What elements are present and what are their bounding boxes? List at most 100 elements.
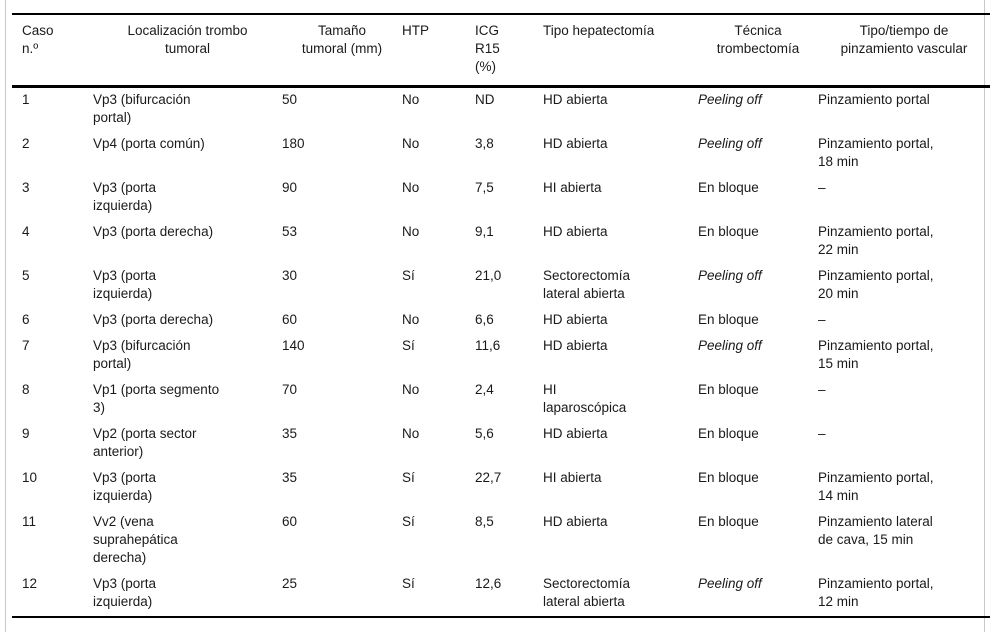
cell-hepatectomia: HI abierta	[543, 180, 602, 195]
cell-pinzamiento: –	[818, 426, 826, 441]
cell-tamano: 35	[282, 470, 298, 485]
cell-trombectomia: En bloque	[698, 470, 759, 485]
header-trombectomia: Técnica trombectomía	[716, 23, 800, 56]
cell-tamano: 180	[282, 136, 305, 151]
cell-trombectomia: Peeling off	[698, 268, 762, 283]
cell-hepatectomia: HD abierta	[543, 338, 608, 353]
cell-icg: 12,6	[475, 576, 502, 591]
cell-caso: 8	[22, 382, 30, 397]
cell-icg: 8,5	[475, 514, 494, 529]
table-row: 6 Vp3 (porta derecha) 60 No 6,6 HD abierta En …	[12, 308, 990, 334]
cell-localizacion: Vp3 (porta izquierda)	[93, 470, 157, 503]
cell-localizacion: Vp3 (porta izquierda)	[93, 268, 157, 301]
cell-hepatectomia: HD abierta	[543, 426, 608, 441]
cell-icg: 5,6	[475, 426, 494, 441]
cell-htp: Sí	[402, 268, 415, 283]
cell-htp: No	[402, 224, 420, 239]
cell-hepatectomia: Sectorectomía lateral abierta	[543, 268, 631, 301]
cell-icg: ND	[475, 92, 495, 107]
cell-icg: 11,6	[475, 338, 501, 353]
cell-caso: 3	[22, 180, 30, 195]
table-body: 1 Vp3 (bifurcación portal) 50 No ND HD abiert…	[12, 87, 990, 617]
cell-localizacion: Vp1 (porta segmento 3)	[93, 382, 220, 415]
cell-tamano: 35	[282, 426, 298, 441]
cell-tamano: 60	[282, 514, 298, 529]
cell-caso: 5	[22, 268, 30, 283]
table-row: 1 Vp3 (bifurcación portal) 50 No ND HD abiert…	[12, 87, 990, 133]
table-row: 11 Vv2 (vena suprahepática derecha) 60 Sí 8,…	[12, 510, 990, 572]
table-row: 12 Vp3 (porta izquierda) 25 Sí 12,6 Sectorect…	[12, 572, 990, 617]
cell-htp: Sí	[402, 514, 415, 529]
header-row: Caso n.º Localización trombo tumoral Tamañ…	[12, 14, 990, 87]
cell-htp: No	[402, 92, 420, 107]
header-caso: Caso n.º	[22, 23, 54, 56]
table-row: 10 Vp3 (porta izquierda) 35 Sí 22,7 HI abiert…	[12, 466, 990, 510]
cell-localizacion: Vv2 (vena suprahepática derecha)	[93, 514, 178, 565]
header-localizacion: Localización trombo tumoral	[127, 23, 248, 56]
table-row: 2 Vp4 (porta común) 180 No 3,8 HD abierta Peel…	[12, 132, 990, 176]
cell-pinzamiento: Pinzamiento portal, 20 min	[818, 268, 934, 301]
cell-icg: 9,1	[475, 224, 494, 239]
cell-caso: 6	[22, 312, 30, 327]
cell-hepatectomia: HI laparoscópica	[543, 382, 627, 415]
cell-htp: No	[402, 382, 420, 397]
cell-hepatectomia: HD abierta	[543, 92, 608, 107]
cell-trombectomia: Peeling off	[698, 136, 762, 151]
cell-localizacion: Vp3 (porta izquierda)	[93, 180, 157, 213]
table-row: 9 Vp2 (porta sector anterior) 35 No 5,6 HD ab…	[12, 422, 990, 466]
cell-tamano: 140	[282, 338, 305, 353]
cell-caso: 1	[22, 92, 30, 107]
cell-pinzamiento: Pinzamiento portal, 18 min	[818, 136, 934, 169]
cell-htp: Sí	[402, 576, 415, 591]
cell-tamano: 70	[282, 382, 298, 397]
cell-icg: 2,4	[475, 382, 494, 397]
cell-localizacion: Vp3 (porta derecha)	[93, 312, 214, 327]
cell-htp: Sí	[402, 470, 415, 485]
cell-icg: 3,8	[475, 136, 494, 151]
cell-hepatectomia: HI abierta	[543, 470, 602, 485]
cell-htp: No	[402, 312, 420, 327]
cell-hepatectomia: Sectorectomía lateral abierta	[543, 576, 631, 609]
cell-localizacion: Vp3 (porta izquierda)	[93, 576, 157, 609]
cell-tamano: 53	[282, 224, 298, 239]
cell-trombectomia: Peeling off	[698, 576, 762, 591]
cell-icg: 22,7	[475, 470, 502, 485]
cell-localizacion: Vp4 (porta común)	[93, 136, 205, 151]
cell-hepatectomia: HD abierta	[543, 224, 608, 239]
cell-hepatectomia: HD abierta	[543, 514, 608, 529]
cell-trombectomia: En bloque	[698, 382, 759, 397]
header-hepatectomia: Tipo hepatectomía	[543, 23, 655, 38]
cell-caso: 4	[22, 224, 30, 239]
cell-pinzamiento: Pinzamiento portal, 15 min	[818, 338, 934, 371]
cell-localizacion: Vp3 (bifurcación portal)	[93, 92, 191, 125]
cell-icg: 21,0	[475, 268, 502, 283]
cell-trombectomia: En bloque	[698, 224, 759, 239]
cell-tamano: 90	[282, 180, 298, 195]
cell-icg: 6,6	[475, 312, 494, 327]
table-row: 4 Vp3 (porta derecha) 53 No 9,1 HD abierta En …	[12, 220, 990, 264]
cell-pinzamiento: Pinzamiento portal	[818, 92, 930, 107]
table-row: 7 Vp3 (bifurcación portal) 140 Sí 11,6 HD abi…	[12, 334, 990, 378]
cell-tamano: 60	[282, 312, 298, 327]
cell-pinzamiento: –	[818, 180, 826, 195]
cell-trombectomia: En bloque	[698, 426, 759, 441]
cell-trombectomia: En bloque	[698, 180, 759, 195]
table-row: 8 Vp1 (porta segmento 3) 70 No 2,4 HI laparos…	[12, 378, 990, 422]
cell-hepatectomia: HD abierta	[543, 312, 608, 327]
cell-pinzamiento: Pinzamiento portal, 22 min	[818, 224, 934, 257]
header-pinzamiento: Tipo/tiempo de pinzamiento vascular	[840, 23, 968, 56]
header-tamano: Tamaño tumoral (mm)	[301, 23, 383, 56]
cell-localizacion: Vp2 (porta sector anterior)	[93, 426, 197, 459]
cell-caso: 2	[22, 136, 30, 151]
table-row: 3 Vp3 (porta izquierda) 90 No 7,5 HI abierta E…	[12, 176, 990, 220]
cell-localizacion: Vp3 (bifurcación portal)	[93, 338, 191, 371]
header-icg: ICG R15 (%)	[475, 23, 500, 74]
cell-pinzamiento: –	[818, 312, 826, 327]
cell-caso: 9	[22, 426, 30, 441]
cell-tamano: 25	[282, 576, 298, 591]
cell-pinzamiento: Pinzamiento portal, 12 min	[818, 576, 934, 609]
cell-htp: No	[402, 136, 420, 151]
cell-caso: 7	[22, 338, 30, 353]
cell-caso: 11	[22, 514, 37, 529]
